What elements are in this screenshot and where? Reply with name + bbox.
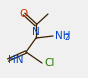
Text: 2: 2 [65,33,69,42]
Text: HN: HN [8,55,23,65]
Text: Cl: Cl [44,58,54,68]
Text: O: O [20,9,28,19]
Text: N: N [32,27,40,37]
Text: NH: NH [55,31,70,41]
